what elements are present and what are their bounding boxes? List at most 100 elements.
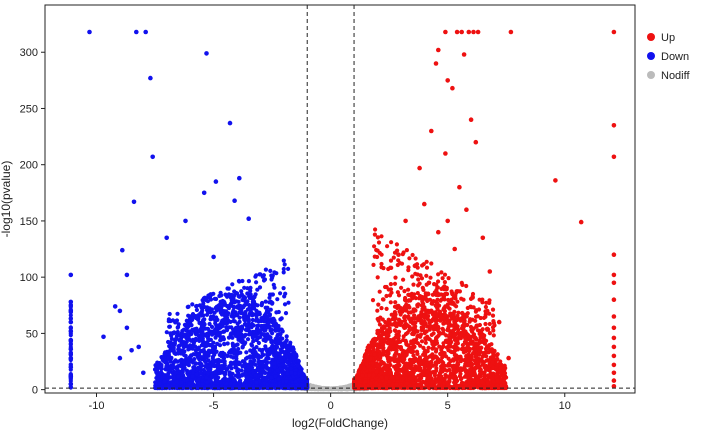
point-down <box>296 358 301 363</box>
point-nodiff <box>347 383 351 387</box>
point-down <box>157 381 162 386</box>
point-down <box>214 349 219 354</box>
point-nodiff <box>329 387 333 391</box>
point-down <box>215 378 220 383</box>
point-down <box>193 348 198 353</box>
point-down <box>175 359 180 364</box>
point-down <box>198 355 203 360</box>
point-down <box>206 348 211 353</box>
point-down <box>185 325 190 330</box>
point-down <box>194 372 199 377</box>
point-down <box>227 350 232 355</box>
point-down <box>233 373 239 378</box>
point-down <box>284 338 289 343</box>
point-down <box>236 346 241 352</box>
point-down <box>247 355 252 360</box>
point-down <box>162 352 167 357</box>
point-down <box>270 382 275 388</box>
point-down <box>291 356 296 361</box>
point-down <box>198 363 203 368</box>
points-layer <box>68 29 617 392</box>
point-down <box>185 359 190 364</box>
point-down <box>178 363 183 369</box>
point-down <box>186 347 191 352</box>
point-down <box>295 363 300 368</box>
point-down <box>280 362 286 367</box>
point-down <box>196 377 201 382</box>
point-down <box>205 341 210 346</box>
point-down <box>289 370 294 375</box>
point-down <box>251 323 256 328</box>
point-down <box>171 364 176 369</box>
point-down <box>167 348 173 353</box>
point-down <box>210 347 215 352</box>
point-down <box>162 379 167 384</box>
point-down <box>191 368 196 373</box>
point-down <box>172 350 177 355</box>
point-down <box>249 362 254 367</box>
point-down <box>232 360 237 365</box>
point-down <box>300 383 305 388</box>
point-down <box>258 328 263 333</box>
point-down <box>256 368 261 373</box>
point-down <box>162 374 167 379</box>
point-down <box>235 342 240 347</box>
point-down <box>247 383 252 388</box>
point-down <box>272 353 277 358</box>
point-down <box>264 356 269 361</box>
point-down <box>213 370 218 375</box>
point-down <box>223 372 228 377</box>
point-nodiff <box>314 385 318 389</box>
point-down <box>252 346 257 351</box>
point-nodiff <box>321 387 325 391</box>
point-down <box>171 375 176 380</box>
point-down <box>254 351 259 356</box>
point-down <box>278 332 283 337</box>
point-down <box>259 373 264 378</box>
point-down <box>227 364 232 369</box>
point-down <box>232 351 237 356</box>
point-down <box>155 385 160 390</box>
point-down <box>182 365 187 370</box>
point-down <box>278 335 283 341</box>
point-down <box>233 364 238 369</box>
point-down <box>292 371 298 376</box>
point-down <box>166 355 171 360</box>
point-down <box>228 331 234 336</box>
point-down <box>273 374 278 379</box>
point-down <box>214 296 219 302</box>
point-down <box>222 359 227 364</box>
point-down <box>210 358 215 364</box>
point-down <box>166 383 171 388</box>
point-down <box>240 359 245 364</box>
point-down <box>238 378 243 383</box>
point-down <box>256 359 261 364</box>
point-down <box>204 380 210 385</box>
point-down <box>269 375 274 380</box>
point-down <box>228 381 234 386</box>
point-down <box>209 374 215 379</box>
point-down <box>224 381 229 386</box>
point-down <box>232 382 237 387</box>
point-down <box>253 373 258 378</box>
point-down <box>228 374 233 379</box>
point-down <box>234 356 239 361</box>
point-down <box>265 382 270 387</box>
point-down <box>200 382 205 387</box>
point-up <box>447 367 452 372</box>
point-down <box>176 374 181 379</box>
point-down <box>228 354 234 359</box>
point-down <box>224 325 229 330</box>
point-down <box>164 363 169 368</box>
point-up <box>485 358 490 363</box>
point-down <box>204 375 209 380</box>
point-down <box>188 343 193 348</box>
point-down <box>270 357 275 362</box>
point-down <box>243 371 248 376</box>
point-down <box>267 368 272 373</box>
point-down <box>217 343 223 348</box>
point-down <box>154 368 159 373</box>
point-down <box>198 367 203 372</box>
